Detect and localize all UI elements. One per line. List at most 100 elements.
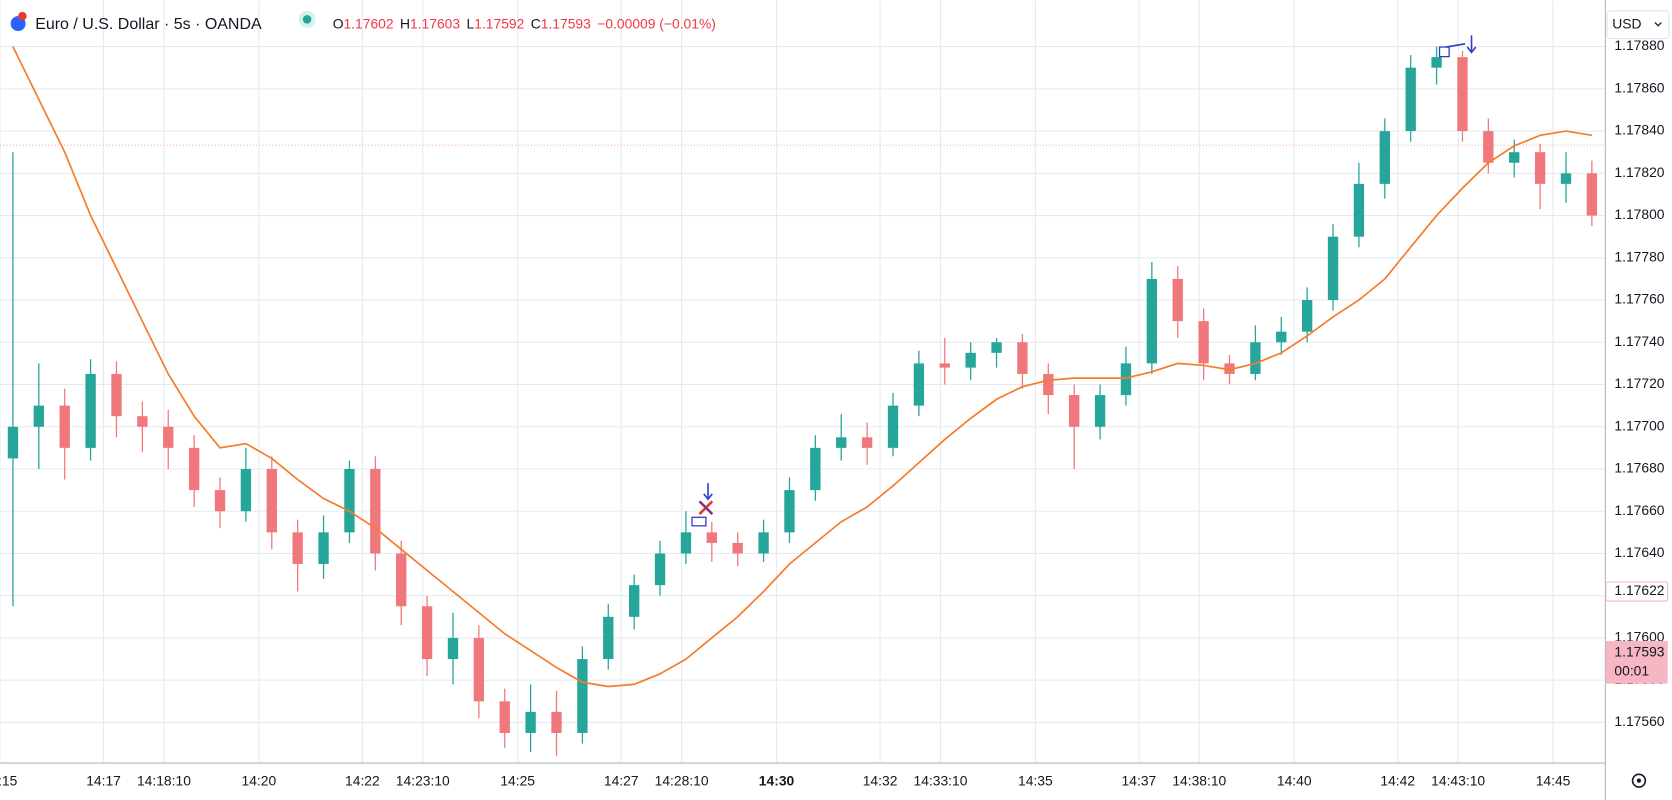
- x-tick-label: 14:32: [863, 772, 898, 788]
- candle-body: [1353, 183, 1365, 237]
- x-tick-label: 14:38:10: [1172, 772, 1226, 788]
- ohlc-value: 1.17592: [474, 15, 524, 31]
- candle-body: [577, 659, 588, 733]
- dropdown-icon[interactable]: [1654, 22, 1662, 27]
- candle-body: [551, 711, 562, 733]
- x-tick-label: 14:25: [500, 772, 535, 788]
- x-tick-label: 14:18:10: [137, 772, 191, 788]
- candle-body: [499, 701, 510, 733]
- countdown: 00:01: [1614, 663, 1649, 679]
- candle-body: [1172, 278, 1183, 322]
- y-tick-label: 1.17880: [1614, 37, 1664, 53]
- candle-body: [7, 426, 19, 459]
- grid-layer: [0, 0, 1605, 763]
- y-tick-label: 1.17780: [1614, 248, 1664, 264]
- candle-body: [266, 468, 277, 533]
- ohlc-value: 1.17593: [541, 15, 591, 31]
- candle-body: [1509, 152, 1520, 163]
- ohlc-values: O1.17602 H1.17603 L1.17592 C1.17593 −0.00009…: [333, 15, 716, 31]
- y-tick-label: 1.17840: [1614, 122, 1664, 138]
- y-tick-label: 1.17700: [1614, 417, 1664, 433]
- candle-body: [344, 468, 355, 533]
- candle-body: [318, 532, 329, 565]
- candle-body: [1431, 57, 1442, 68]
- x-tick-label: 14:22: [345, 772, 380, 788]
- candle-body: [447, 637, 459, 660]
- y-tick-label: 1.17860: [1614, 79, 1664, 95]
- candle-body: [628, 585, 640, 617]
- y-tick-label: 1.17600: [1614, 629, 1664, 645]
- y-tick-label: 1.17640: [1614, 544, 1664, 560]
- candle-body: [784, 490, 795, 533]
- ohlc-label: O: [333, 15, 344, 31]
- status-dot: [302, 15, 312, 24]
- candle-body: [887, 405, 899, 448]
- last-price-label: 1.17593: [1614, 643, 1664, 659]
- trade-markers: [691, 35, 1477, 527]
- x-tick-label: 14:43:10: [1431, 772, 1485, 788]
- y-tick-label: 1.17760: [1614, 291, 1664, 307]
- candle-body: [188, 447, 200, 491]
- candle-body: [1069, 395, 1080, 427]
- settings-icon[interactable]: [1636, 778, 1642, 783]
- candle-body: [1250, 342, 1261, 374]
- candle-body: [214, 490, 226, 512]
- time-axis-bg: [0, 762, 1605, 800]
- candle-body: [1534, 152, 1546, 184]
- candle-body: [33, 405, 45, 427]
- y-tick-label: 1.17820: [1614, 164, 1664, 180]
- candle-body: [1405, 67, 1416, 132]
- x-tick-label: 14:28:10: [655, 772, 709, 788]
- candle-body: [240, 468, 252, 512]
- x-tick-label: 14:20: [241, 772, 276, 788]
- ohlc-value: 1.17602: [343, 15, 393, 31]
- candle-body: [137, 416, 148, 427]
- candle-body: [939, 363, 950, 368]
- x-tick-label: 14:23:10: [396, 772, 450, 788]
- y-tick-label: 1.17660: [1614, 502, 1664, 518]
- candle-body: [1224, 363, 1235, 374]
- currency-button[interactable]: USD: [1606, 10, 1670, 40]
- candle-body: [1379, 131, 1390, 184]
- candle-body: [1276, 331, 1287, 343]
- x-tick-label: 14:42: [1380, 772, 1415, 788]
- header: Euro / U.S. Dollar · 5s · OANDA O1.17602…: [10, 10, 716, 33]
- candle-body: [1120, 363, 1132, 396]
- candle-body: [85, 373, 96, 448]
- currency[interactable]: USD: [1612, 15, 1641, 31]
- candle-body: [1560, 173, 1572, 184]
- candle-body: [603, 616, 614, 660]
- candle-body: [1327, 236, 1339, 301]
- symbol-icon: [18, 11, 27, 21]
- marker-price-label: 1.17622: [1614, 582, 1664, 598]
- candle-body: [1586, 173, 1598, 216]
- candle-body: [473, 637, 485, 702]
- x-tick-label: 14:17: [86, 772, 121, 788]
- candle-body: [680, 532, 692, 554]
- candle-body: [396, 553, 407, 607]
- candle-body: [525, 711, 536, 733]
- change: −0.00009 (−0.01%): [597, 15, 716, 31]
- candle-body: [292, 532, 303, 565]
- settings-icon[interactable]: [1631, 773, 1647, 788]
- ohlc-label: H: [400, 15, 410, 31]
- currency-box[interactable]: [1606, 10, 1670, 40]
- axis-layer: 1.175601.175801.176001.176201.176401.176…: [0, 37, 1669, 788]
- candle-body: [1146, 278, 1158, 364]
- y-tick-label: 1.17800: [1614, 206, 1664, 222]
- y-tick-label: 1.17720: [1614, 375, 1664, 391]
- ohlc-label: L: [467, 15, 475, 31]
- candle-body: [836, 437, 847, 448]
- candle-body: [163, 426, 174, 448]
- candle-body: [370, 468, 381, 554]
- last-price-box: [1605, 640, 1668, 684]
- ohlc-value: 1.17603: [410, 15, 460, 31]
- candle-body: [706, 532, 717, 543]
- candle-body: [1043, 373, 1054, 396]
- y-tick-label: 1.17560: [1614, 713, 1664, 729]
- candle-body: [732, 542, 743, 554]
- x-tick-label: 14:40: [1277, 772, 1312, 788]
- candle-body: [1301, 300, 1313, 332]
- settings-button[interactable]: [1631, 773, 1647, 788]
